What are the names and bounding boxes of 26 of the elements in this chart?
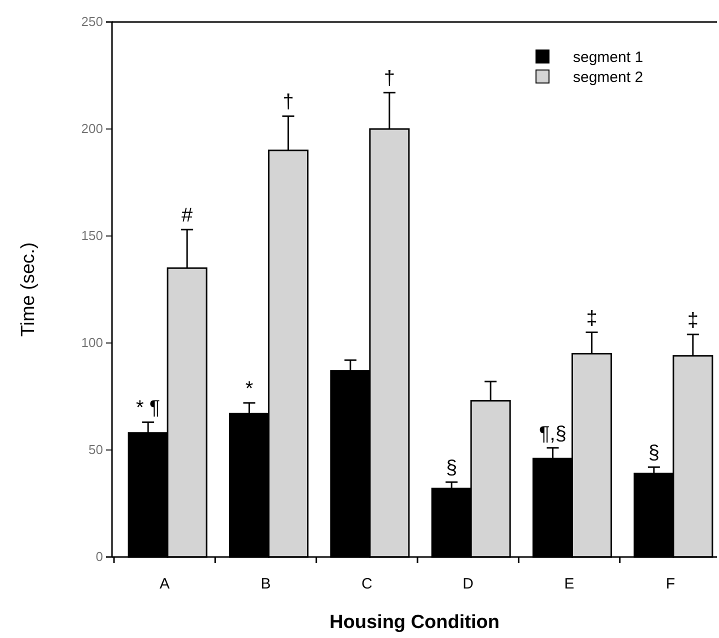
x-tick-label: E (564, 576, 574, 592)
y-tick-label: 250 (81, 14, 103, 30)
annotation: ‡ (687, 309, 698, 332)
x-axis-title: Housing Condition (330, 612, 500, 633)
annotation: † (282, 91, 294, 114)
y-axis-title: Time (sec.) (18, 242, 39, 337)
y-tick-label: 50 (88, 442, 103, 458)
x-tick-label: F (666, 576, 676, 592)
annotation: ¶,§ (539, 422, 566, 445)
x-tick-label: B (260, 576, 271, 592)
y-tick-label: 150 (81, 228, 103, 244)
annotation: * (245, 378, 254, 400)
legend-label: segment 1 (573, 49, 644, 66)
x-tick-label: D (462, 576, 474, 592)
y-tick-label: 100 (81, 335, 103, 350)
y-tick-label: 200 (81, 121, 103, 136)
y-tick-label: 0 (96, 549, 103, 564)
annotation: § (446, 457, 458, 480)
annotation: # (182, 204, 194, 227)
x-tick-label: C (361, 576, 372, 592)
annotation: † (384, 68, 395, 90)
annotation: * ¶ (136, 397, 160, 420)
x-tick-label: A (160, 576, 170, 592)
annotation: ‡ (586, 307, 598, 330)
legend-label: segment 2 (573, 69, 644, 86)
annotation: § (648, 442, 660, 464)
